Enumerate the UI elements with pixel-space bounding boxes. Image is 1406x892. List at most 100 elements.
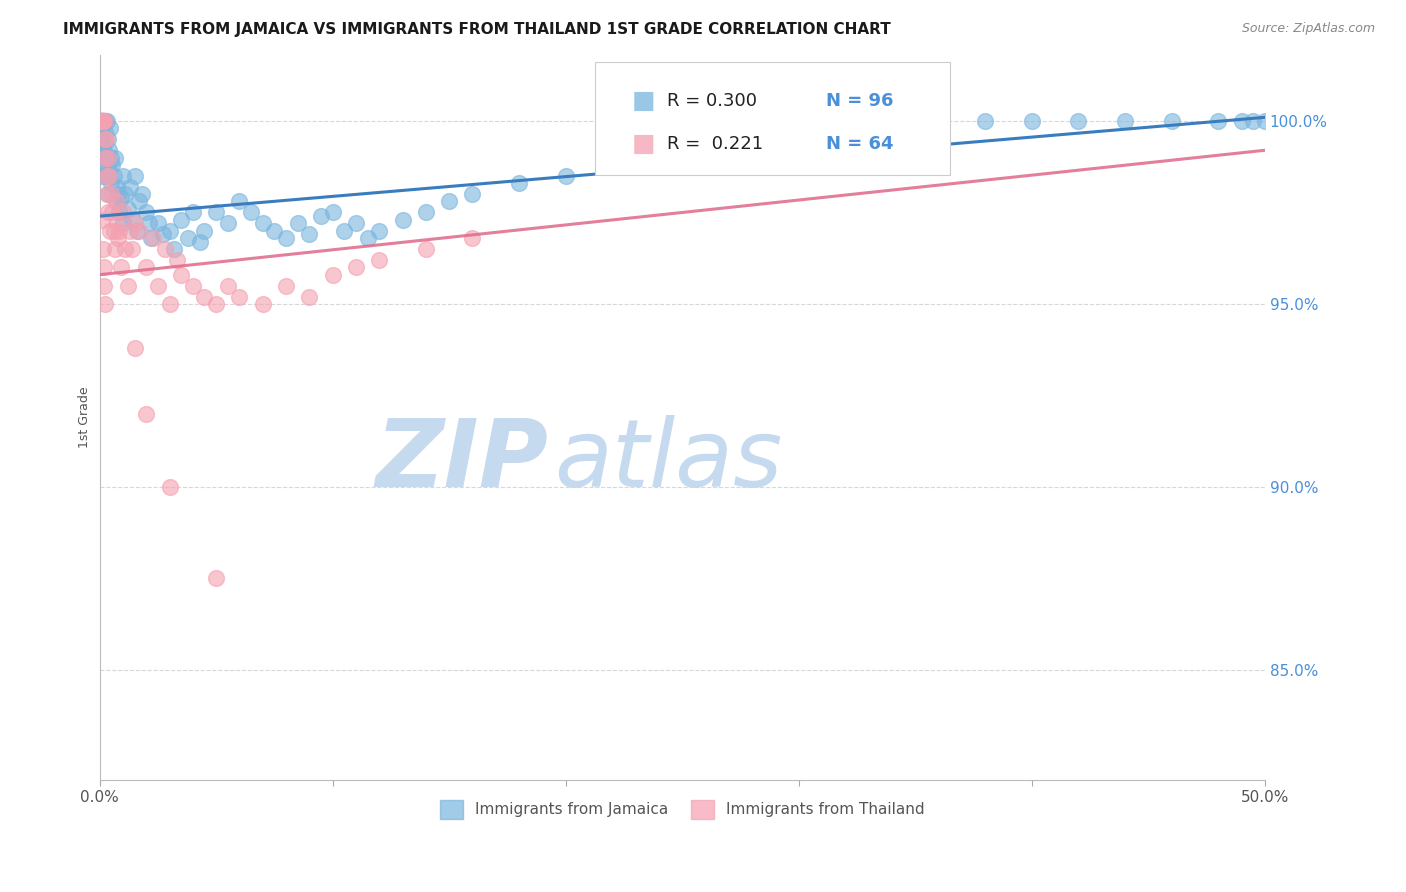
Point — [217, 278, 239, 293]
Point — [104, 194, 127, 209]
Point — [111, 169, 134, 183]
Point — [94, 132, 117, 146]
Point — [94, 114, 117, 128]
Point — [344, 217, 367, 231]
Point — [91, 139, 114, 153]
Point — [91, 143, 114, 157]
Text: atlas: atlas — [554, 416, 782, 507]
Point — [181, 278, 204, 293]
Point — [93, 114, 115, 128]
Point — [437, 194, 460, 209]
Point — [170, 212, 193, 227]
Point — [118, 179, 141, 194]
Point — [508, 176, 530, 190]
Point — [90, 114, 112, 128]
Point — [98, 224, 121, 238]
Point — [103, 169, 125, 183]
Point — [105, 217, 128, 231]
Point — [108, 224, 131, 238]
Text: ZIP: ZIP — [375, 415, 548, 507]
Point — [135, 407, 157, 421]
Point — [240, 205, 263, 219]
Point — [94, 151, 117, 165]
Point — [91, 114, 114, 128]
Point — [90, 114, 112, 128]
Point — [96, 151, 118, 165]
Point — [298, 227, 321, 242]
Point — [356, 231, 378, 245]
Text: Source: ZipAtlas.com: Source: ZipAtlas.com — [1241, 22, 1375, 36]
Text: ■: ■ — [633, 131, 655, 155]
Point — [91, 242, 114, 256]
Point — [159, 480, 181, 494]
Point — [834, 121, 856, 136]
Point — [90, 114, 112, 128]
Point — [152, 227, 174, 242]
Point — [177, 231, 200, 245]
FancyBboxPatch shape — [595, 62, 950, 175]
Point — [110, 260, 132, 275]
Point — [103, 224, 125, 238]
Point — [97, 151, 120, 165]
Point — [90, 114, 112, 128]
Point — [94, 297, 117, 311]
Point — [104, 151, 127, 165]
Point — [415, 205, 437, 219]
Point — [1206, 114, 1229, 128]
Point — [97, 169, 120, 183]
Point — [114, 187, 136, 202]
Text: R =  0.221: R = 0.221 — [666, 135, 763, 153]
Point — [91, 121, 114, 136]
Point — [1067, 114, 1090, 128]
Point — [124, 217, 146, 231]
Point — [94, 158, 117, 172]
Point — [1160, 114, 1182, 128]
Point — [107, 187, 129, 202]
Point — [695, 143, 717, 157]
Point — [117, 278, 139, 293]
Point — [252, 217, 274, 231]
Point — [91, 114, 114, 128]
Point — [205, 205, 228, 219]
Point — [91, 114, 114, 128]
Point — [90, 114, 112, 128]
Point — [135, 260, 157, 275]
Point — [153, 242, 176, 256]
Point — [648, 151, 671, 165]
Point — [974, 114, 997, 128]
Point — [93, 260, 115, 275]
Point — [124, 341, 146, 355]
Point — [90, 114, 112, 128]
Point — [228, 290, 250, 304]
Point — [193, 224, 215, 238]
Point — [217, 217, 239, 231]
Point — [90, 114, 112, 128]
Point — [90, 114, 112, 128]
Point — [880, 114, 903, 128]
Point — [298, 290, 321, 304]
Point — [1021, 114, 1043, 128]
Point — [228, 194, 250, 209]
Point — [252, 297, 274, 311]
Point — [928, 114, 950, 128]
Point — [114, 242, 136, 256]
Point — [101, 205, 124, 219]
Point — [128, 194, 150, 209]
Point — [163, 242, 186, 256]
Text: R = 0.300: R = 0.300 — [666, 92, 756, 110]
Text: N = 96: N = 96 — [825, 92, 893, 110]
Point — [322, 205, 344, 219]
Text: ■: ■ — [633, 89, 655, 112]
Point — [415, 242, 437, 256]
Point — [93, 114, 115, 128]
Point — [205, 571, 228, 585]
Point — [309, 209, 332, 223]
Point — [104, 242, 127, 256]
Point — [135, 205, 157, 219]
Point — [193, 290, 215, 304]
Point — [159, 297, 181, 311]
Point — [97, 205, 120, 219]
Point — [602, 158, 624, 172]
Point — [90, 169, 112, 183]
Point — [117, 202, 139, 216]
